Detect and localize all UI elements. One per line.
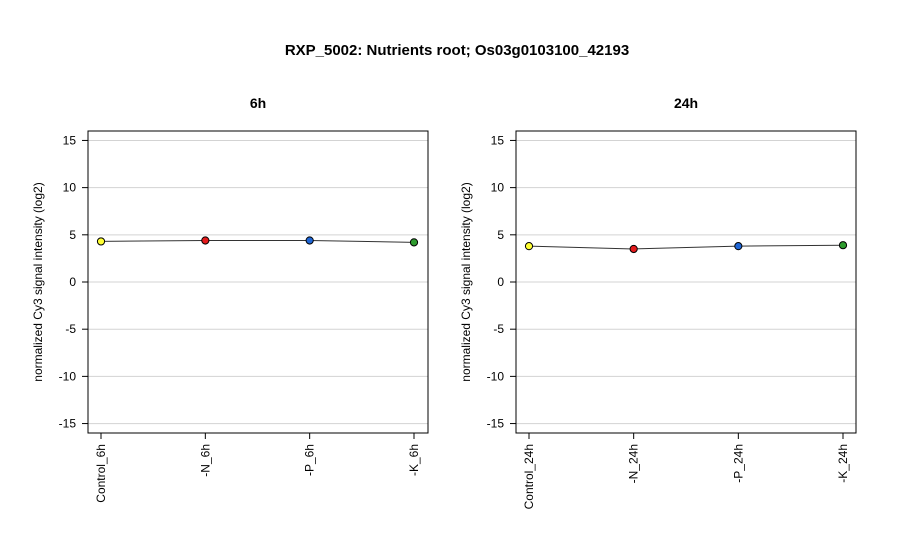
panel-1-data-point	[201, 236, 210, 245]
panel-2-data-point	[524, 242, 534, 251]
panel-1-x-tick-label: -K_6h	[407, 444, 421, 476]
panel-1-y-tick-label: 15	[63, 133, 77, 147]
panel-1-y-tick-label: -5	[65, 322, 76, 336]
panel-1-data-point	[409, 238, 419, 247]
panel-2-title: 24h	[674, 95, 698, 111]
panel-1-y-tick-label: -15	[59, 417, 77, 431]
panel-2-y-tick-label: -5	[493, 322, 504, 336]
panel-2-data-point	[734, 242, 743, 251]
panel-2-y-tick-label: 5	[497, 228, 504, 242]
panel-2-data-point	[629, 244, 638, 254]
panel-2-y-tick-label: 15	[491, 133, 505, 147]
panel-1-y-tick-label: -10	[59, 369, 77, 383]
panel-2-x-tick-label: -N_24h	[627, 444, 641, 483]
panel-2-series-line	[528, 244, 844, 250]
panel-1-x-tick-label: Control_6h	[94, 444, 108, 503]
panel-2-y-axis-label: normalized Cy3 signal intensity (log2)	[459, 182, 473, 381]
panel-1-y-tick-label: 0	[69, 275, 76, 289]
panel-1-x-tick-label: -N_6h	[198, 444, 212, 477]
panel-2-y-tick-label: 10	[491, 181, 505, 195]
panel-2-data-point	[838, 241, 848, 250]
panel-1-y-axis-label: normalized Cy3 signal intensity (log2)	[31, 182, 45, 381]
panel-1-data-point	[96, 237, 106, 246]
panel-1-x-tick-label: -P_6h	[303, 444, 317, 476]
panel-2-y-tick-label: -15	[487, 417, 505, 431]
panel-2-y-tick-label: 0	[497, 275, 504, 289]
panel-1-y-tick-label: 5	[69, 228, 76, 242]
panel-2-x-tick-label: Control_24h	[522, 444, 536, 509]
panel-2-x-tick-label: -P_24h	[731, 444, 745, 483]
panel-1-series-line	[100, 239, 415, 243]
panel-1-data-point	[305, 236, 314, 245]
panel-2-x-tick-label: -K_24h	[836, 444, 850, 483]
panel-1-y-tick-label: 10	[63, 181, 77, 195]
chart-title: RXP_5002: Nutrients root; Os03g0103100_4…	[285, 42, 629, 59]
panel-1-title: 6h	[250, 95, 266, 111]
panel-2-y-tick-label: -10	[487, 369, 505, 383]
